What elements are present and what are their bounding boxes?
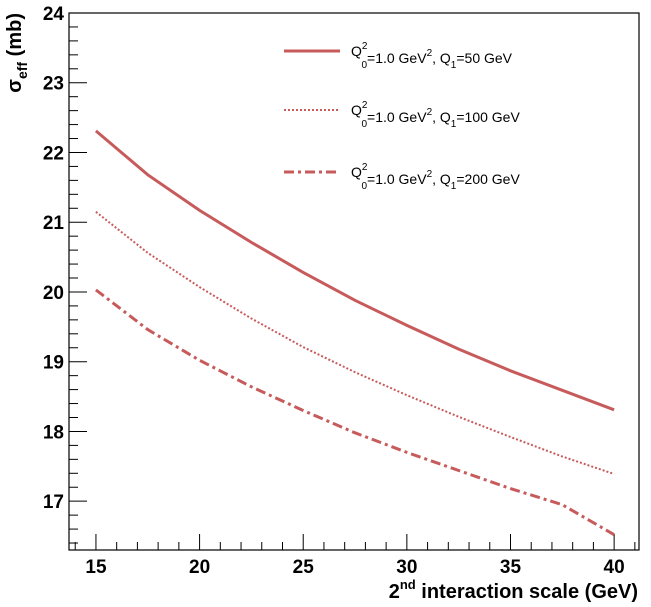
x-tick-label: 20 <box>189 557 210 578</box>
y-axis-title-subscript: eff <box>14 62 30 79</box>
plot-frame <box>68 12 640 551</box>
legend-label-3: Q2 0=1.0 GeV2, Q1=200 GeV <box>351 162 520 192</box>
x-tick-label: 15 <box>85 557 107 578</box>
x-axis-title: 2nd interaction scale (GeV) <box>389 577 638 603</box>
y-tick-label: 23 <box>43 74 64 95</box>
y-tick-label: 18 <box>43 422 64 443</box>
y-axis-ticks: 17 18 19 20 21 22 23 24 <box>43 4 87 544</box>
series-line-1 <box>94 129 615 412</box>
y-tick-label: 20 <box>43 283 64 304</box>
x-axis-title-prefix: 2 <box>389 581 400 603</box>
legend-label-1: Q2 0=1.0 GeV2, Q1=50 GeV <box>351 41 513 71</box>
y-tick-label: 17 <box>43 492 64 513</box>
y-axis-title-symbol: σ <box>4 79 26 93</box>
legend-label-2: Q2 0=1.0 GeV2, Q1=100 GeV <box>351 100 520 130</box>
y-axis-title: σeff (mb) <box>4 13 30 93</box>
x-tick-label: 35 <box>500 557 522 578</box>
x-axis-ticks: 15 20 25 30 35 40 <box>74 534 636 578</box>
x-tick-label: 30 <box>396 557 417 578</box>
y-tick-label: 24 <box>43 4 65 25</box>
x-axis-title-superscript: nd <box>400 577 416 592</box>
y-tick-label: 19 <box>43 353 64 374</box>
x-tick-label: 25 <box>293 557 315 578</box>
series-line-3 <box>94 288 615 536</box>
y-tick-label: 21 <box>43 213 65 234</box>
series-line-2 <box>95 211 615 475</box>
legend: Q2 0=1.0 GeV2, Q1=50 GeV Q2 0=1.0 GeV2, Q1=… <box>284 41 520 192</box>
x-axis-title-suffix: interaction scale (GeV) <box>416 581 638 603</box>
x-tick-label: 40 <box>604 557 625 578</box>
y-tick-label: 22 <box>43 143 64 164</box>
series-lines <box>94 129 615 536</box>
y-axis-title-unit: (mb) <box>4 13 26 62</box>
